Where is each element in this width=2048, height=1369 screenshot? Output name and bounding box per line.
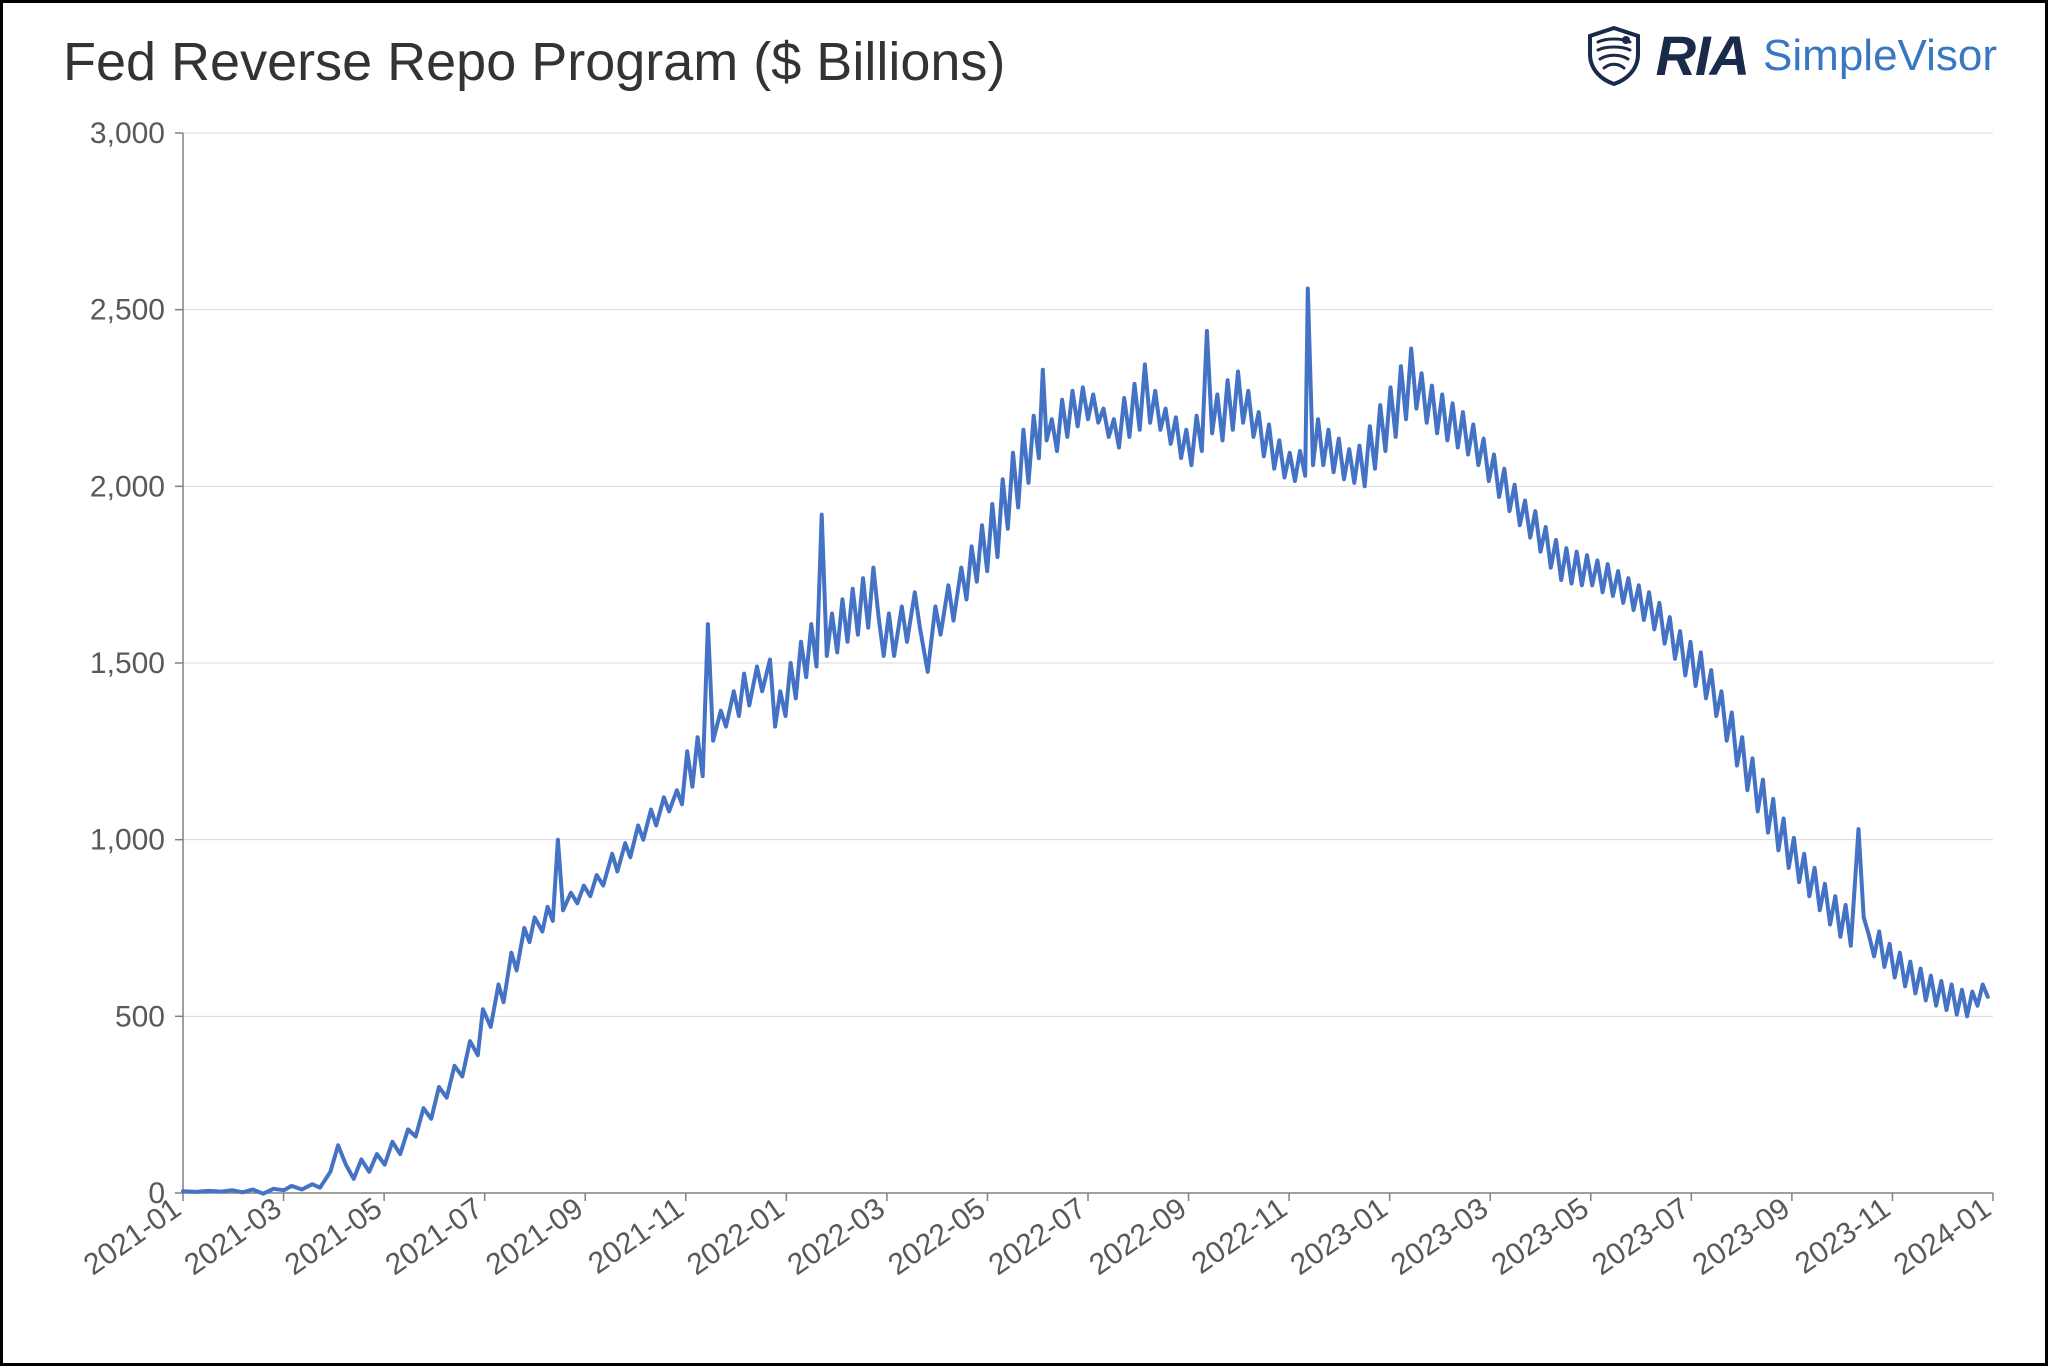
svg-text:1,000: 1,000 xyxy=(90,824,165,857)
svg-text:2023-09: 2023-09 xyxy=(1687,1192,1796,1282)
svg-text:2022-11: 2022-11 xyxy=(1186,1192,1293,1281)
svg-text:2021-03: 2021-03 xyxy=(178,1192,287,1282)
svg-text:2021-01: 2021-01 xyxy=(78,1192,187,1282)
chart-plot: 05001,0001,5002,0002,5003,0002021-012021… xyxy=(3,3,2048,1369)
svg-text:2024-01: 2024-01 xyxy=(1888,1192,1997,1282)
svg-text:500: 500 xyxy=(115,1000,165,1033)
svg-text:2021-09: 2021-09 xyxy=(480,1192,589,1282)
svg-text:1,500: 1,500 xyxy=(90,647,165,680)
svg-text:2023-01: 2023-01 xyxy=(1285,1192,1394,1282)
svg-text:2022-03: 2022-03 xyxy=(782,1192,891,1282)
svg-text:2022-09: 2022-09 xyxy=(1083,1192,1192,1282)
svg-text:2021-05: 2021-05 xyxy=(279,1192,388,1282)
svg-text:2021-11: 2021-11 xyxy=(582,1192,689,1281)
chart-frame: Fed Reverse Repo Program ($ Billions) RI… xyxy=(0,0,2048,1366)
svg-text:2,000: 2,000 xyxy=(90,470,165,503)
svg-text:2022-05: 2022-05 xyxy=(882,1192,991,1282)
svg-text:2023-07: 2023-07 xyxy=(1586,1192,1695,1282)
svg-text:2021-07: 2021-07 xyxy=(380,1192,489,1282)
svg-text:3,000: 3,000 xyxy=(90,117,165,150)
svg-text:2023-05: 2023-05 xyxy=(1486,1192,1595,1282)
svg-text:2,500: 2,500 xyxy=(90,294,165,327)
svg-text:2023-03: 2023-03 xyxy=(1385,1192,1494,1282)
svg-text:2022-07: 2022-07 xyxy=(983,1192,1092,1282)
svg-text:2023-11: 2023-11 xyxy=(1789,1192,1896,1281)
svg-text:2022-01: 2022-01 xyxy=(681,1192,790,1282)
